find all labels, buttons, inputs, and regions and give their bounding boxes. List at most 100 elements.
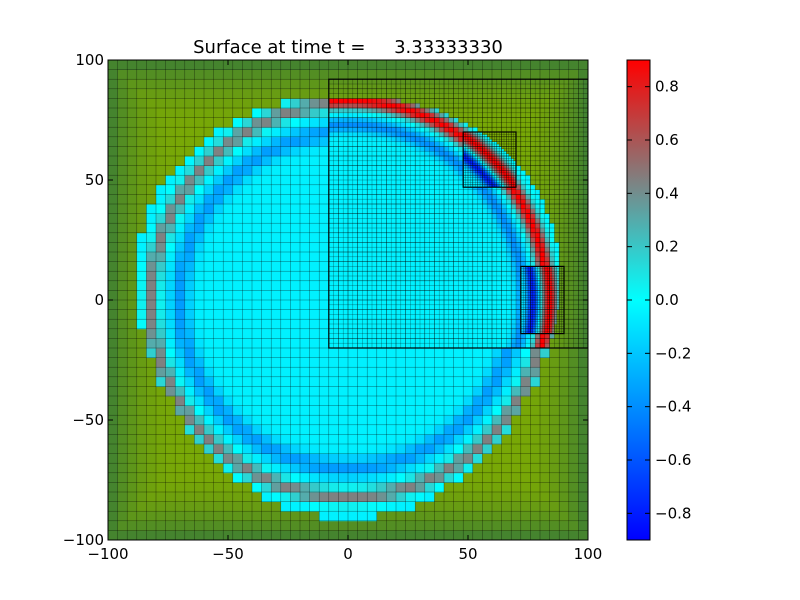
heatmap-cell <box>568 520 579 531</box>
heatmap-cell <box>444 228 450 234</box>
heatmap-cell <box>156 520 166 531</box>
heatmap-cell <box>434 276 440 282</box>
heatmap-cell <box>386 112 392 118</box>
heatmap-cell <box>568 472 579 483</box>
heatmap-cell <box>458 156 464 162</box>
heatmap-cell <box>506 79 512 85</box>
heatmap-cell <box>348 348 358 358</box>
heatmap-cell <box>400 122 406 128</box>
heatmap-cell <box>496 343 502 349</box>
heatmap-cell <box>424 501 435 512</box>
heatmap-cell <box>520 122 526 128</box>
heatmap-cell <box>338 175 344 181</box>
heatmap-cell <box>405 228 411 234</box>
heatmap-cell <box>458 242 464 248</box>
heatmap-cell <box>506 309 512 315</box>
heatmap-cell <box>386 132 392 138</box>
heatmap-cell <box>223 501 234 512</box>
heatmap-cell <box>477 127 483 133</box>
heatmap-cell <box>357 194 363 200</box>
heatmap-cell <box>410 232 416 238</box>
heatmap-cell <box>463 256 469 262</box>
heatmap-cell <box>367 117 373 123</box>
heatmap-cell <box>319 290 330 301</box>
heatmap-cell <box>400 170 406 176</box>
heatmap-cell <box>328 256 334 262</box>
heatmap-cell <box>420 324 426 330</box>
heatmap-cell <box>520 112 526 118</box>
heatmap-cell <box>290 357 301 368</box>
heatmap-cell <box>429 343 435 349</box>
heatmap-cell <box>165 386 176 397</box>
heatmap-cell <box>319 136 330 147</box>
heatmap-cell <box>424 112 430 118</box>
heatmap-cell <box>530 338 536 344</box>
heatmap-cell <box>501 333 507 339</box>
heatmap-cell <box>184 136 195 147</box>
heatmap-cell <box>410 136 416 142</box>
heatmap-cell <box>280 511 291 522</box>
heatmap-cell <box>410 199 416 205</box>
heatmap-cell <box>381 180 387 186</box>
heatmap-cell <box>391 204 397 210</box>
heatmap-cell <box>357 79 363 85</box>
heatmap-cell <box>232 60 243 70</box>
heatmap-cell <box>410 333 416 339</box>
heatmap-cell <box>540 444 550 454</box>
heatmap-cell <box>252 184 262 195</box>
heatmap-cell <box>175 175 186 186</box>
heatmap-cell <box>290 98 301 109</box>
heatmap-cell <box>482 218 488 224</box>
heatmap-cell <box>309 309 320 320</box>
heatmap-cell <box>535 338 541 344</box>
heatmap-cell <box>559 60 570 70</box>
heatmap-cell <box>424 213 430 219</box>
heatmap-cell <box>434 242 440 248</box>
heatmap-cell <box>376 108 382 114</box>
heatmap-cell <box>472 415 483 426</box>
heatmap-cell <box>338 103 344 109</box>
heatmap-cell <box>472 396 483 406</box>
heatmap-cell <box>424 343 430 349</box>
heatmap-cell <box>472 276 478 282</box>
heatmap-cell <box>290 165 301 176</box>
heatmap-cell <box>156 98 166 109</box>
heatmap-cell <box>386 156 392 162</box>
heatmap-cell <box>175 520 186 531</box>
heatmap-cell <box>376 324 382 330</box>
heatmap-cell <box>492 520 502 531</box>
heatmap-cell <box>501 482 512 493</box>
heatmap-cell <box>271 300 282 310</box>
heatmap-cell <box>367 165 373 171</box>
heatmap-cell <box>458 290 464 296</box>
heatmap-cell <box>472 501 483 512</box>
heatmap-cell <box>117 261 128 272</box>
heatmap-cell <box>405 79 411 85</box>
heatmap-cell <box>352 112 358 118</box>
heatmap-cell <box>372 228 378 234</box>
heatmap-cell <box>420 88 426 94</box>
heatmap-cell <box>333 208 339 214</box>
heatmap-cell <box>559 463 570 474</box>
heatmap-cell <box>223 357 234 368</box>
heatmap-cell <box>348 434 358 445</box>
heatmap-cell <box>472 357 483 368</box>
heatmap-cell <box>213 501 224 512</box>
heatmap-cell <box>357 228 363 234</box>
heatmap-cell <box>487 237 493 243</box>
heatmap-cell <box>540 453 550 464</box>
heatmap-cell <box>540 213 546 219</box>
heatmap-cell <box>420 184 426 190</box>
heatmap-cell <box>477 79 483 85</box>
heatmap-cell <box>520 146 526 152</box>
heatmap-cell <box>429 213 435 219</box>
heatmap-cell <box>348 453 358 464</box>
heatmap-cell <box>415 520 426 531</box>
heatmap-cell <box>415 492 426 502</box>
heatmap-cell <box>146 108 157 118</box>
heatmap-cell <box>415 290 421 296</box>
heatmap-cell <box>424 204 430 210</box>
heatmap-cell <box>444 309 450 315</box>
heatmap-cell <box>525 122 531 128</box>
heatmap-cell <box>391 232 397 238</box>
